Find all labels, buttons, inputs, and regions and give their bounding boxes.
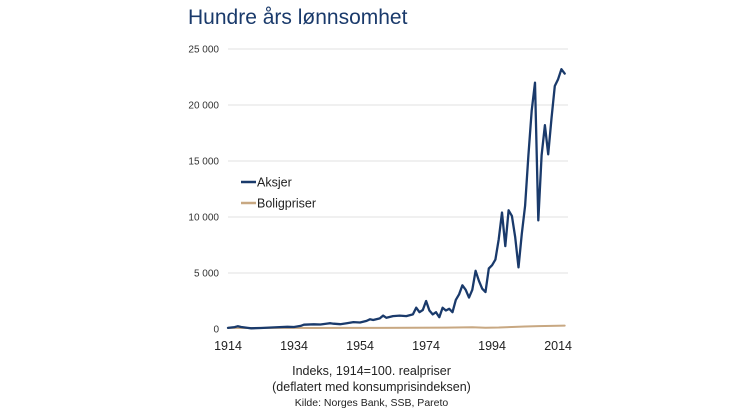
y-tick-label: 0 [213,325,219,336]
x-tick-label: 2014 [544,339,572,353]
x-tick-label: 1974 [412,339,440,353]
axis-note-line-1: Indeks, 1914=100. realpriser [292,364,451,378]
y-tick-label: 25 000 [188,45,219,56]
axis-note-line-2: (deflatert med konsumprisindeksen) [272,380,471,394]
x-tick-label: 1954 [346,339,374,353]
legend: Aksjer Boligpriser [241,176,316,211]
series-line-aksjer [226,68,566,330]
y-axis-ticks: 0 5 000 10 000 15 000 20 000 25 000 [188,45,219,336]
y-tick-label: 20 000 [188,101,219,112]
source-note: Kilde: Norges Bank, SSB, Pareto [294,397,449,409]
gridlines [228,48,568,274]
legend-label: Boligpriser [257,197,316,211]
y-tick-label: 15 000 [188,157,219,168]
x-tick-label: 1994 [478,339,506,353]
legend-label: Aksjer [257,176,292,190]
x-axis-ticks: 1914 1934 1954 1974 1994 2014 [214,339,572,353]
x-tick-label: 1914 [214,339,242,353]
chart-title: Hundre års lønnsomhet [188,6,408,29]
series-line-boligpriser [227,324,566,329]
series-lines [226,68,566,330]
y-tick-label: 10 000 [188,213,219,224]
x-tick-label: 1934 [280,339,308,353]
y-tick-label: 5 000 [194,269,219,280]
